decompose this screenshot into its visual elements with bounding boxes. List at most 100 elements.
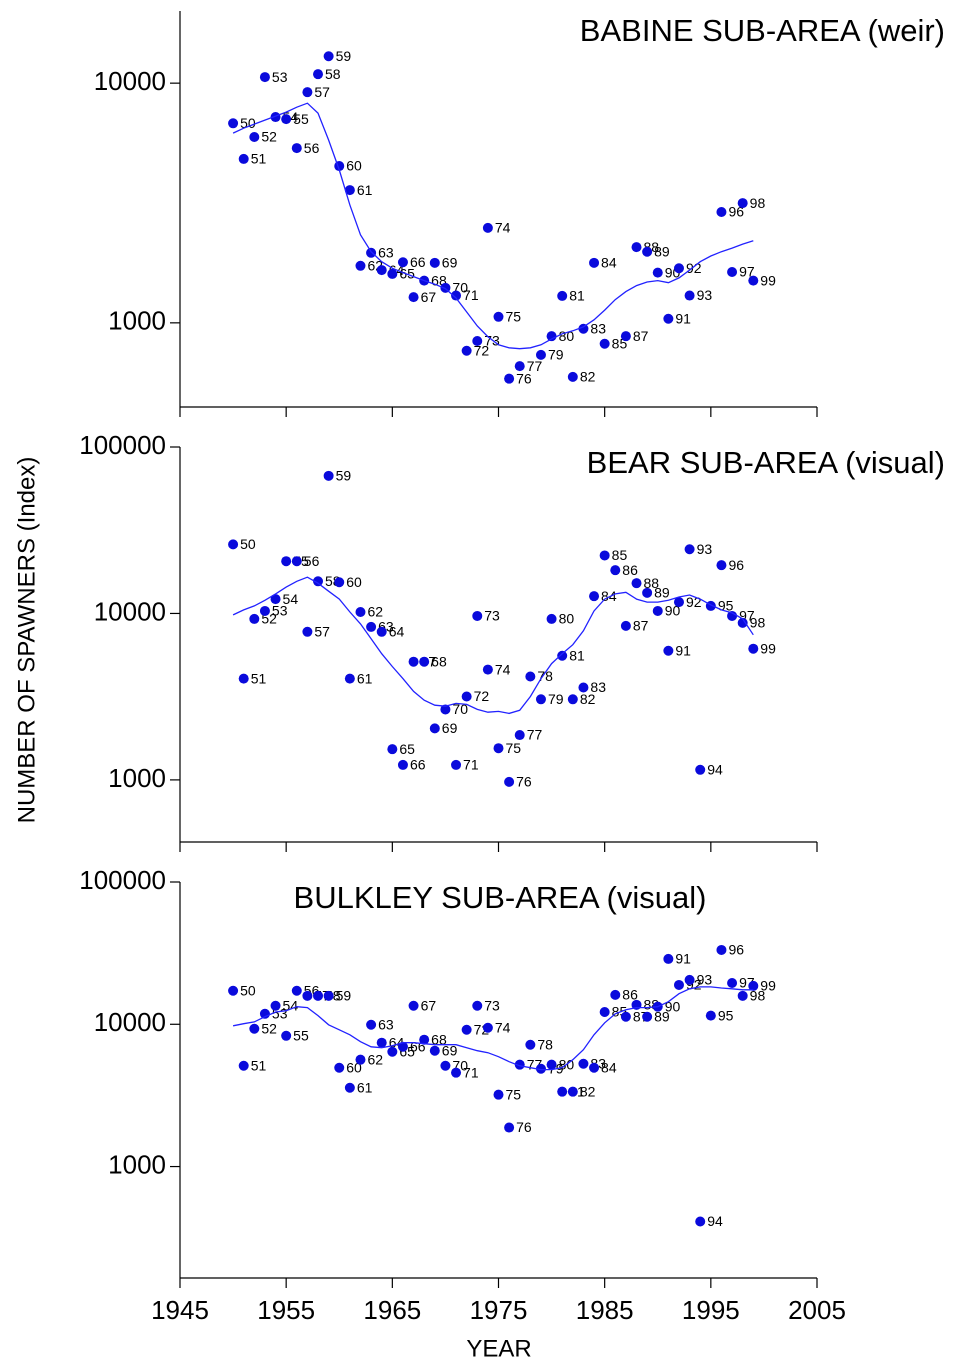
point-label: 58 xyxy=(325,66,341,82)
point-label: 79 xyxy=(548,691,564,707)
point-label: 60 xyxy=(346,574,362,590)
data-point xyxy=(249,132,260,143)
data-point xyxy=(557,1086,568,1097)
point-label: 69 xyxy=(442,1042,458,1058)
data-point xyxy=(302,87,313,98)
data-point xyxy=(249,613,260,624)
point-label: 98 xyxy=(750,615,766,631)
data-point xyxy=(589,591,600,602)
point-label: 89 xyxy=(654,585,670,601)
data-point xyxy=(716,560,727,571)
data-point xyxy=(642,246,653,257)
data-point xyxy=(727,266,738,277)
data-point xyxy=(302,990,313,1001)
data-point xyxy=(281,556,292,567)
data-point xyxy=(684,974,695,985)
point-label: 72 xyxy=(474,342,490,358)
point-label: 51 xyxy=(251,1057,267,1073)
data-point xyxy=(737,617,748,628)
data-point xyxy=(610,989,621,1000)
point-label: 67 xyxy=(421,289,437,305)
point-label: 57 xyxy=(314,84,330,100)
point-label: 78 xyxy=(537,1036,553,1052)
y-tick-label: 1000 xyxy=(108,1149,166,1179)
data-point xyxy=(249,1023,260,1034)
data-point xyxy=(663,645,674,656)
point-label: 84 xyxy=(601,588,617,604)
data-point xyxy=(387,1046,398,1057)
data-point xyxy=(578,323,589,334)
point-label: 91 xyxy=(675,642,691,658)
data-point xyxy=(344,185,355,196)
data-point xyxy=(727,610,738,621)
data-point xyxy=(546,331,557,342)
data-point xyxy=(514,730,525,741)
data-point xyxy=(748,643,759,654)
y-axis-label: NUMBER OF SPAWNERS (Index) xyxy=(13,457,40,824)
data-point xyxy=(652,267,663,278)
point-label: 96 xyxy=(728,942,744,958)
data-point xyxy=(599,550,610,561)
data-point xyxy=(737,198,748,209)
data-point xyxy=(397,1041,408,1052)
data-point xyxy=(663,953,674,964)
point-label: 79 xyxy=(548,347,564,363)
data-point xyxy=(323,470,334,481)
point-label: 50 xyxy=(240,982,256,998)
point-label: 90 xyxy=(665,603,681,619)
data-point xyxy=(344,1082,355,1093)
data-point xyxy=(482,1022,493,1033)
data-point xyxy=(376,265,387,276)
point-label: 57 xyxy=(314,623,330,639)
data-point xyxy=(238,1060,249,1071)
point-label: 82 xyxy=(580,369,596,385)
point-label: 96 xyxy=(728,557,744,573)
data-point xyxy=(344,673,355,684)
point-label: 93 xyxy=(697,541,713,557)
data-point xyxy=(387,744,398,755)
data-point xyxy=(737,990,748,1001)
y-tick-label: 100000 xyxy=(79,865,166,895)
point-label: 59 xyxy=(336,48,352,64)
data-point xyxy=(642,1011,653,1022)
data-point xyxy=(451,759,462,770)
x-tick-label: 1985 xyxy=(576,1295,634,1325)
data-point xyxy=(461,1024,472,1035)
point-label: 99 xyxy=(760,978,776,994)
point-label: 62 xyxy=(367,604,383,620)
point-label: 86 xyxy=(622,987,638,1003)
x-tick-label: 1945 xyxy=(151,1295,209,1325)
data-point xyxy=(525,671,536,682)
point-label: 97 xyxy=(739,264,755,280)
point-label: 93 xyxy=(697,287,713,303)
trend-line xyxy=(232,102,754,350)
point-label: 91 xyxy=(675,310,691,326)
data-point xyxy=(599,1006,610,1017)
data-point xyxy=(334,1062,345,1073)
point-label: 95 xyxy=(718,1007,734,1023)
point-label: 99 xyxy=(760,640,776,656)
point-label: 76 xyxy=(516,370,532,386)
point-label: 81 xyxy=(569,647,585,663)
data-point xyxy=(397,257,408,268)
data-point xyxy=(493,1089,504,1100)
point-label: 83 xyxy=(590,320,606,336)
data-point xyxy=(238,673,249,684)
data-point xyxy=(642,587,653,598)
y-tick-label: 1000 xyxy=(108,306,166,336)
data-point xyxy=(451,290,462,301)
data-point xyxy=(673,979,684,990)
data-point xyxy=(355,607,366,618)
data-point xyxy=(366,621,377,632)
data-point xyxy=(620,331,631,342)
data-point xyxy=(397,759,408,770)
data-point xyxy=(504,776,515,787)
data-point xyxy=(440,704,451,715)
point-label: 93 xyxy=(697,972,713,988)
point-label: 63 xyxy=(378,1016,394,1032)
point-label: 81 xyxy=(569,288,585,304)
data-point xyxy=(408,656,419,667)
point-label: 66 xyxy=(410,254,426,270)
point-label: 98 xyxy=(750,195,766,211)
data-point xyxy=(323,51,334,62)
